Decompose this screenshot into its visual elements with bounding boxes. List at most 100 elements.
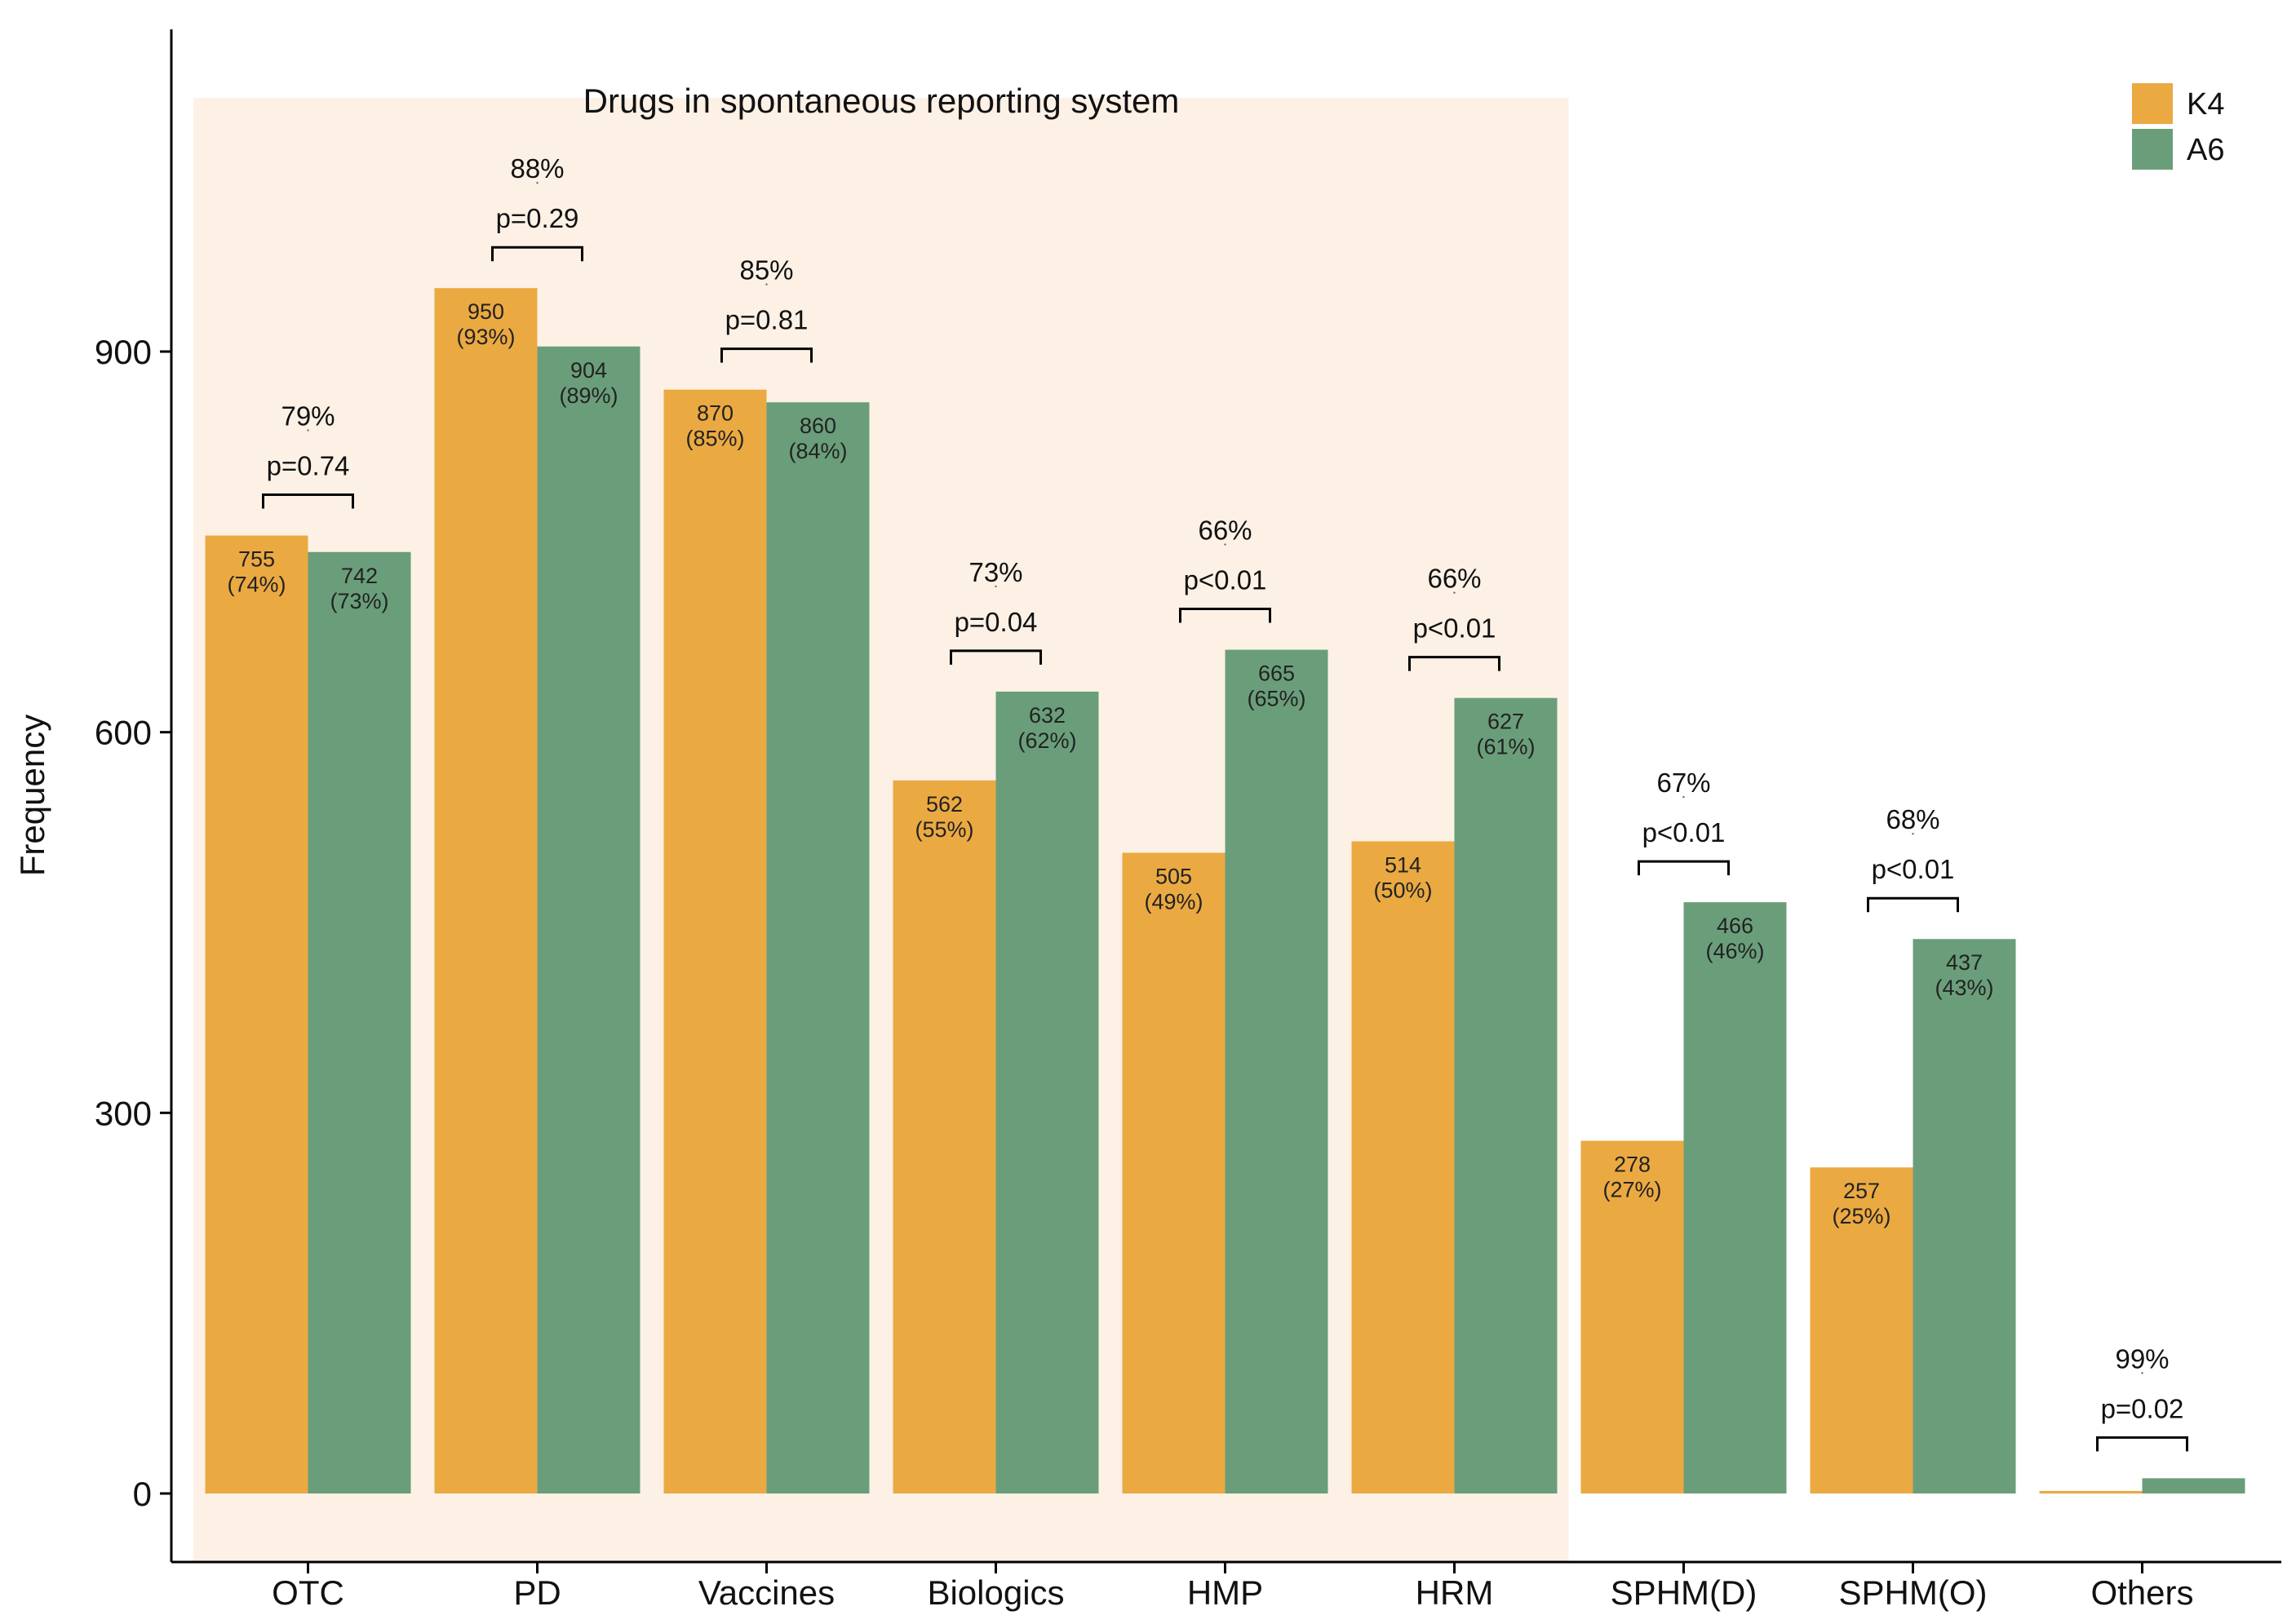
annotation-dot	[1224, 543, 1226, 546]
bar-data-label: 755	[238, 547, 275, 572]
legend-swatch-a6	[2132, 129, 2173, 170]
agreement-label: 88%	[510, 153, 564, 184]
y-tick-label: 900	[95, 333, 152, 371]
annotation-dot	[1682, 795, 1685, 799]
bar-a6-hrm	[1454, 697, 1558, 1493]
bar-data-label: (43%)	[1935, 976, 1993, 1000]
bar-data-label: 860	[800, 414, 836, 438]
x-tick-label: PD	[513, 1573, 561, 1612]
annotation-dot	[765, 283, 768, 285]
agreement-label: 85%	[739, 255, 793, 285]
significance-bracket	[720, 347, 813, 363]
bar-data-label: (61%)	[1476, 735, 1535, 759]
bar-data-label: (84%)	[788, 439, 847, 463]
bar-k4-sphmd	[1580, 1140, 1684, 1493]
bar-data-label: 257	[1843, 1179, 1880, 1203]
bar-a6-biologics	[995, 691, 1099, 1493]
agreement-label: 73%	[968, 557, 1022, 587]
bar-a6-hmp	[1225, 649, 1328, 1493]
p-value-label: p<0.01	[1642, 817, 1726, 847]
p-value-label: p<0.01	[1184, 565, 1267, 595]
y-axis-title: Frequency	[13, 715, 51, 876]
annotation-dot	[1453, 591, 1456, 594]
bar-data-label: 437	[1946, 950, 1983, 975]
bar-k4-pd	[434, 288, 538, 1494]
x-tick-label: Biologics	[927, 1573, 1064, 1612]
x-tick-label: Vaccines	[698, 1573, 835, 1612]
bar-data-label: 870	[697, 401, 734, 426]
bar-k4-biologics	[893, 780, 996, 1493]
bar-data-label: (85%)	[685, 427, 744, 451]
y-tick-label: 0	[133, 1475, 152, 1513]
bar-data-label: 904	[570, 358, 607, 383]
p-value-label: p=0.04	[955, 607, 1038, 637]
p-value-label: p<0.01	[1872, 854, 1955, 884]
bar-k4-sphmo	[1810, 1167, 1913, 1493]
bar-k4-others	[2039, 1490, 2143, 1493]
significance-bracket	[1179, 608, 1271, 623]
annotation-dot	[995, 585, 997, 588]
bar-a6-sphmd	[1683, 902, 1787, 1493]
annotation-dot	[2141, 1372, 2143, 1374]
x-tick-label: OTC	[272, 1573, 344, 1612]
p-value-label: p<0.01	[1413, 613, 1496, 644]
significance-bracket	[1867, 896, 1959, 913]
bar-data-label: (74%)	[227, 573, 286, 597]
x-tick-label: SPHM(D)	[1611, 1573, 1757, 1612]
bar-data-label: 466	[1717, 914, 1753, 938]
bar-data-label: (93%)	[456, 325, 515, 349]
highlight-region	[193, 98, 1569, 1562]
annotation-dot	[536, 182, 539, 184]
bar-data-label: (62%)	[1017, 728, 1076, 753]
y-tick-label: 600	[95, 714, 152, 752]
bar-a6-others	[2142, 1478, 2245, 1493]
x-tick-label: HRM	[1416, 1573, 1494, 1612]
legend-label-a6: A6	[2187, 133, 2224, 167]
bar-data-label: 627	[1487, 710, 1524, 734]
bar-data-label: (27%)	[1602, 1178, 1661, 1202]
agreement-label: 67%	[1656, 768, 1710, 798]
bar-k4-hmp	[1122, 852, 1226, 1493]
significance-bracket	[1408, 656, 1500, 671]
chart-title: Drugs in spontaneous reporting system	[583, 82, 1180, 120]
bar-data-label: (55%)	[915, 817, 973, 842]
bar-data-label: 278	[1614, 1153, 1651, 1177]
bar-data-label: (49%)	[1144, 889, 1203, 914]
p-value-label: p=0.29	[496, 203, 579, 233]
significance-bracket	[1638, 860, 1730, 876]
agreement-label: 99%	[2115, 1343, 2169, 1374]
bar-k4-hrm	[1351, 841, 1455, 1493]
bar-data-label: (46%)	[1705, 939, 1764, 963]
bar-data-label: 514	[1385, 852, 1421, 877]
significance-bracket	[950, 649, 1042, 665]
bar-data-label: (65%)	[1247, 687, 1305, 711]
bar-a6-otc	[308, 551, 411, 1493]
bar-k4-otc	[205, 535, 308, 1493]
bar-data-label: (50%)	[1373, 878, 1432, 902]
y-tick-label: 300	[95, 1094, 152, 1132]
bar-data-label: 665	[1258, 662, 1295, 686]
agreement-label: 66%	[1198, 516, 1252, 546]
bar-a6-sphmo	[1913, 939, 2016, 1493]
bar-data-label: 562	[926, 792, 963, 816]
agreement-label: 79%	[281, 401, 335, 431]
x-tick-label: SPHM(O)	[1839, 1573, 1988, 1612]
annotation-dot	[1912, 833, 1914, 835]
bar-data-label: 742	[341, 564, 378, 588]
bar-data-label: (25%)	[1832, 1204, 1890, 1228]
bar-k4-vaccines	[663, 389, 767, 1494]
bar-data-label: 505	[1155, 864, 1192, 888]
legend-swatch-k4	[2132, 83, 2173, 124]
bar-a6-vaccines	[766, 402, 870, 1494]
x-tick-label: Others	[2090, 1573, 2193, 1612]
bar-a6-pd	[537, 346, 640, 1493]
annotation-dot	[307, 429, 309, 431]
legend-label-k4: K4	[2187, 87, 2224, 122]
x-tick-label: HMP	[1187, 1573, 1263, 1612]
agreement-label: 68%	[1886, 804, 1939, 834]
bar-data-label: (73%)	[330, 589, 388, 613]
p-value-label: p=0.02	[2101, 1393, 2184, 1423]
bar-data-label: 950	[468, 299, 504, 324]
